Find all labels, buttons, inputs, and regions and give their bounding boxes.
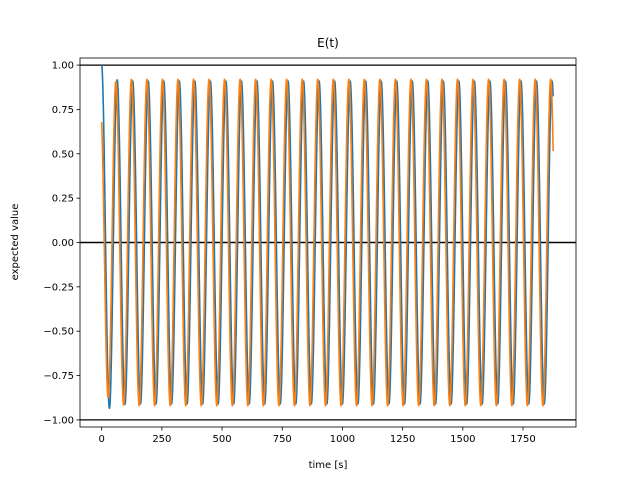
- x-tick-label: 500: [213, 434, 232, 445]
- series-line-0: [100, 64, 554, 410]
- x-tick-label: 750: [273, 434, 292, 445]
- series-layer: [100, 64, 554, 410]
- y-axis: 1.00 0.75 0.50 0.25 0.00 −0.25 −0.50 −0.75 −1.00: [43, 61, 80, 426]
- chart-title: E(t): [317, 36, 339, 50]
- y-tick-label: 1.00: [52, 61, 74, 72]
- x-tick-label: 1750: [510, 434, 535, 445]
- x-tick-label: 250: [152, 434, 171, 445]
- y-tick-label: −1.00: [43, 415, 74, 426]
- plot-area: [80, 64, 576, 421]
- x-tick-label: 0: [98, 434, 104, 445]
- x-tick-label: 1500: [450, 434, 475, 445]
- x-axis: 0 250 500 750 1000 1250 1500 1750: [98, 427, 536, 445]
- y-tick-label: −0.50: [43, 327, 74, 338]
- x-tick-label: 1000: [330, 434, 355, 445]
- x-tick-label: 1250: [390, 434, 415, 445]
- y-tick-label: 0.50: [52, 149, 74, 160]
- y-tick-label: −0.25: [43, 282, 74, 293]
- y-tick-label: 0.25: [52, 194, 74, 205]
- x-axis-label: time [s]: [309, 460, 348, 471]
- series-line-1: [100, 78, 554, 407]
- y-tick-label: −0.75: [43, 371, 74, 382]
- y-tick-label: 0.75: [52, 105, 74, 116]
- y-tick-label: 0.00: [52, 238, 74, 249]
- y-axis-label: expected value: [10, 204, 21, 281]
